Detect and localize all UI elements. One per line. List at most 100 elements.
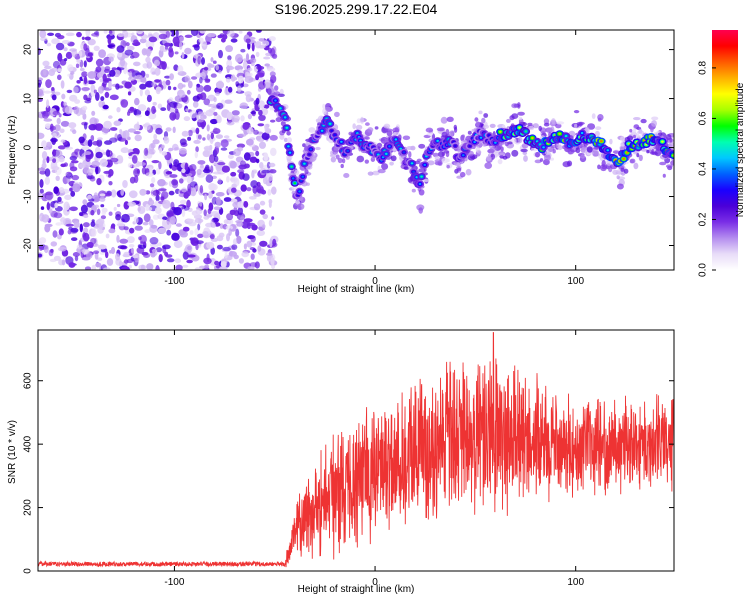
signal-blob-core xyxy=(410,162,414,165)
noise-blob xyxy=(230,38,238,43)
noise-blob xyxy=(220,147,228,151)
noise-blob xyxy=(186,89,191,95)
noise-blob xyxy=(264,173,273,182)
noise-blob xyxy=(154,79,161,83)
noise-blob xyxy=(268,36,276,42)
snr-ytick-label: 600 xyxy=(23,372,34,389)
signal-halo xyxy=(297,203,305,211)
noise-blob xyxy=(124,139,128,145)
signal-blob-core xyxy=(494,141,497,144)
noise-blob xyxy=(50,67,58,73)
noise-blob xyxy=(71,49,78,58)
noise-blob xyxy=(90,221,96,227)
noise-blob xyxy=(210,118,218,125)
noise-blob xyxy=(246,187,252,192)
noise-blob xyxy=(89,117,98,126)
signal-blob-core xyxy=(291,177,295,180)
noise-blob xyxy=(129,227,135,234)
noise-blob xyxy=(158,147,163,154)
noise-blob xyxy=(95,262,102,268)
signal-halo xyxy=(613,150,620,154)
noise-blob xyxy=(60,163,67,168)
noise-blob xyxy=(243,201,249,208)
noise-blob xyxy=(266,67,276,72)
noise-blob xyxy=(75,63,80,69)
noise-blob xyxy=(39,170,47,175)
noise-blob xyxy=(177,82,184,90)
noise-blob xyxy=(155,127,163,135)
noise-blob xyxy=(41,162,47,169)
noise-blob xyxy=(186,199,191,208)
noise-blob xyxy=(43,118,53,122)
noise-blob xyxy=(147,112,157,120)
noise-blob xyxy=(210,211,220,217)
noise-blob xyxy=(215,196,221,206)
noise-blob xyxy=(165,127,172,132)
noise-blob xyxy=(84,36,91,41)
noise-blob xyxy=(39,188,44,194)
noise-blob xyxy=(97,257,103,262)
noise-blob xyxy=(190,127,196,131)
signal-halo xyxy=(367,171,374,176)
signal-halo xyxy=(587,123,596,130)
noise-blob xyxy=(128,264,132,269)
signal-blob-core xyxy=(454,144,457,147)
noise-blob xyxy=(166,229,172,236)
noise-blob xyxy=(78,211,84,217)
signal-halo xyxy=(629,158,636,164)
noise-blob xyxy=(155,168,161,175)
noise-blob xyxy=(243,218,253,223)
noise-blob xyxy=(127,201,136,207)
noise-blob xyxy=(250,253,255,260)
noise-blob xyxy=(248,196,257,200)
noise-blob xyxy=(126,258,134,264)
noise-blob xyxy=(50,165,58,170)
signal-halo xyxy=(449,130,455,134)
noise-blob xyxy=(205,78,211,82)
signal-blob-core xyxy=(308,153,311,156)
noise-blob xyxy=(191,238,198,246)
noise-blob xyxy=(144,229,151,234)
noise-blob xyxy=(262,224,266,229)
noise-blob xyxy=(270,47,276,57)
noise-blob xyxy=(189,230,194,235)
noise-blob xyxy=(210,103,218,110)
noise-blob xyxy=(133,175,139,184)
noise-blob xyxy=(64,194,72,201)
noise-blob xyxy=(110,189,117,198)
noise-blob xyxy=(217,178,222,185)
signal-halo xyxy=(586,146,593,153)
noise-blob xyxy=(210,165,214,173)
noise-blob xyxy=(143,48,153,55)
noise-blob xyxy=(179,41,183,50)
noise-blob xyxy=(150,252,156,258)
noise-blob xyxy=(86,80,96,85)
signal-halo xyxy=(619,145,625,151)
signal-halo xyxy=(477,150,482,155)
noise-blob xyxy=(229,160,237,169)
noise-blob xyxy=(55,42,65,51)
noise-blob xyxy=(60,120,70,127)
noise-blob xyxy=(39,30,47,39)
noise-blob xyxy=(83,151,92,156)
noise-blob xyxy=(169,73,175,81)
noise-blob xyxy=(52,149,57,157)
noise-blob xyxy=(209,138,214,144)
noise-blob xyxy=(60,216,66,225)
noise-blob xyxy=(69,94,78,102)
noise-blob xyxy=(113,206,117,211)
noise-blob xyxy=(253,193,261,197)
noise-blob xyxy=(264,63,271,67)
noise-blob xyxy=(148,148,156,155)
spectrogram-signal-layer xyxy=(266,71,674,214)
signal-halo xyxy=(392,127,400,134)
signal-halo xyxy=(640,118,647,124)
noise-blob xyxy=(123,226,129,231)
noise-blob xyxy=(256,72,265,78)
noise-blob xyxy=(149,183,155,188)
noise-blob xyxy=(263,152,269,162)
signal-halo xyxy=(594,130,600,137)
noise-blob xyxy=(271,264,276,270)
signal-halo xyxy=(574,123,578,128)
noise-blob xyxy=(194,267,201,270)
